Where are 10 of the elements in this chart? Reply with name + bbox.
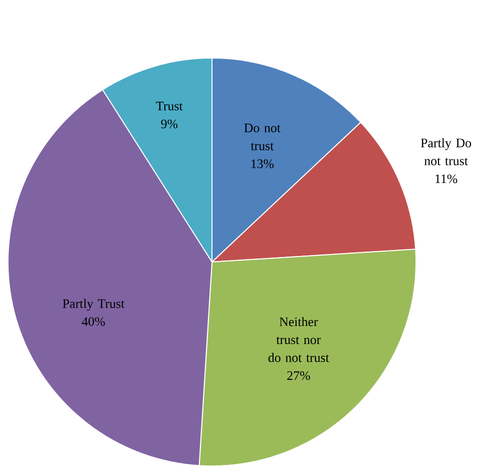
slice-label: Trust	[156, 102, 183, 110]
slice-label: Partly Trust	[62, 298, 124, 311]
slice-label: Do not trust	[244, 124, 280, 150]
slice-label: Neither trust nor do not trust	[268, 317, 330, 362]
data-label: 11%	[436, 174, 458, 184]
slice-label: Partly Do not trust	[420, 138, 472, 166]
data-label: 27%	[287, 371, 310, 380]
data-label: 13%	[252, 159, 274, 168]
data-label: 9%	[161, 120, 178, 128]
data-label: 40%	[82, 317, 105, 326]
